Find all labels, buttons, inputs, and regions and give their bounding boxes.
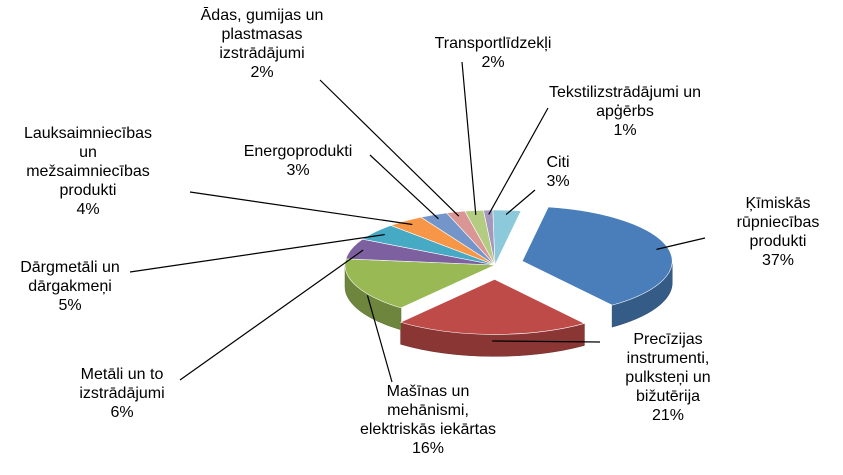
- category-label: Transportlīdzekļi: [434, 35, 552, 52]
- slice-label: Tekstilizstrādājumi un apģērbs 1%: [540, 83, 710, 140]
- value-label: 3%: [286, 162, 310, 179]
- slice: [521, 206, 673, 306]
- slice-label: Ādas, gumijas un plastmasas izstrādājumi…: [191, 6, 333, 82]
- leader-line: [129, 233, 385, 273]
- leader-line: [505, 189, 536, 216]
- category-label: Metāli un to izstrādājumi: [79, 366, 165, 402]
- leader-line: [319, 79, 460, 217]
- slice: [399, 279, 586, 335]
- slice: [492, 209, 522, 266]
- leader-line: [366, 295, 393, 383]
- leader-line: [488, 107, 549, 215]
- slice-label: Metāli un to izstrādājumi 6%: [67, 365, 177, 422]
- slice-label: Citi 3%: [528, 153, 588, 191]
- category-label: Tekstilizstrādājumi un apģērbs: [548, 84, 702, 120]
- value-label: 2%: [481, 54, 505, 71]
- slice-label: Lauksaimniecības un mežsaimniecības prod…: [19, 124, 157, 219]
- leader-line: [369, 154, 439, 220]
- category-label: Lauksaimniecības un mežsaimniecības prod…: [23, 125, 153, 199]
- slice-label: Ķīmiskās rūpniecības produkti 37%: [726, 194, 831, 270]
- value-label: 1%: [613, 122, 637, 139]
- slice-label: Precīzijas instrumenti, pulksteņi un biž…: [611, 330, 726, 425]
- category-label: Mašīnas un mehānismi, elektriskās iekārt…: [359, 383, 497, 438]
- category-label: Citi: [546, 154, 570, 171]
- leader-line: [656, 237, 706, 250]
- category-label: Dārgmetāli un dārgakmeņi: [20, 259, 120, 295]
- leader-line: [461, 61, 477, 215]
- value-label: 21%: [651, 407, 685, 424]
- slice-label: Energoprodukti 3%: [218, 142, 378, 180]
- value-label: 4%: [76, 201, 100, 218]
- value-label: 16%: [411, 440, 445, 457]
- value-label: 5%: [58, 297, 82, 314]
- leader-line: [189, 191, 413, 226]
- category-label: Ķīmiskās rūpniecības produkti: [736, 195, 820, 250]
- value-label: 3%: [546, 173, 570, 190]
- leader-line: [179, 249, 364, 381]
- slice-label: Transportlīdzekļi 2%: [408, 34, 578, 72]
- slice-label: Dārgmetāli un dārgakmeņi 5%: [11, 258, 129, 315]
- value-label: 2%: [250, 64, 274, 81]
- category-label: Ādas, gumijas un plastmasas izstrādājumi: [200, 7, 324, 62]
- slice-label: Mašīnas un mehānismi, elektriskās iekārt…: [352, 382, 504, 458]
- leader-line: [492, 340, 601, 343]
- category-label: Energoprodukti: [243, 143, 353, 160]
- value-label: 6%: [110, 404, 134, 421]
- category-label: Precīzijas instrumenti, pulksteņi un biž…: [625, 331, 711, 405]
- value-label: 37%: [761, 252, 795, 269]
